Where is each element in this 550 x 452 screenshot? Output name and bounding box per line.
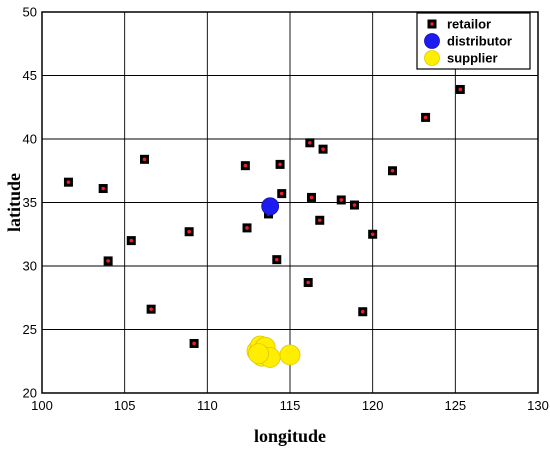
x-tick-label: 105 <box>114 398 136 413</box>
retailor-point <box>63 177 73 187</box>
retailor-point <box>336 195 346 205</box>
y-tick-label: 50 <box>23 5 37 20</box>
y-tick-label: 25 <box>23 322 37 337</box>
retailor-point <box>349 200 359 210</box>
y-axis-ticks: 20 25 30 35 40 45 50 <box>23 5 37 401</box>
retailor-point <box>315 215 325 225</box>
retailor-point <box>275 159 285 169</box>
y-tick-label: 20 <box>23 386 37 401</box>
retailor-point <box>103 256 113 266</box>
retailor-point <box>98 184 108 194</box>
y-tick-label: 30 <box>23 259 37 274</box>
retailor-point <box>358 307 368 317</box>
x-tick-label: 125 <box>444 398 466 413</box>
x-axis-ticks: 100 105 110 115 120 125 130 <box>31 398 549 413</box>
retailor-point <box>318 144 328 154</box>
retailor-point <box>242 223 252 233</box>
retailor-point <box>184 227 194 237</box>
distributor-legend-marker <box>424 33 440 49</box>
x-axis-label: longitude <box>254 426 326 446</box>
x-tick-label: 100 <box>31 398 53 413</box>
y-tick-label: 40 <box>23 132 37 147</box>
supplier-point <box>248 343 269 365</box>
supplier-legend-marker <box>424 50 440 66</box>
retailor-point <box>277 189 287 199</box>
retailor-point <box>240 161 250 171</box>
data-points <box>63 84 465 368</box>
plot-area <box>41 11 539 394</box>
x-tick-label: 115 <box>280 398 301 413</box>
retailor-point <box>303 278 313 288</box>
retailor-point <box>140 154 150 164</box>
legend-label-retailor: retailor <box>447 17 491 32</box>
retailor-point <box>272 255 282 265</box>
y-tick-label: 35 <box>23 195 37 210</box>
retailor-point <box>455 84 465 94</box>
retailor-point <box>305 138 315 148</box>
x-tick-label: 120 <box>362 398 384 413</box>
distributor-point <box>261 197 280 216</box>
retailor-point <box>126 236 136 246</box>
x-tick-label: 130 <box>527 398 549 413</box>
retailor-legend-marker <box>427 19 437 29</box>
retailor-point <box>306 192 316 202</box>
retailor-point <box>368 229 378 239</box>
supplier-point <box>279 344 301 366</box>
y-tick-label: 45 <box>23 68 37 83</box>
x-tick-label: 110 <box>197 398 218 413</box>
y-axis-label: latitude <box>4 173 24 232</box>
legend-label-supplier: supplier <box>447 51 498 66</box>
legend-label-distributor: distributor <box>447 34 512 49</box>
retailor-point <box>146 304 156 314</box>
retailor-point <box>421 112 431 122</box>
retailor-point <box>388 166 398 176</box>
retailor-point <box>189 338 199 348</box>
legend: retailor distributor supplier <box>416 12 531 70</box>
